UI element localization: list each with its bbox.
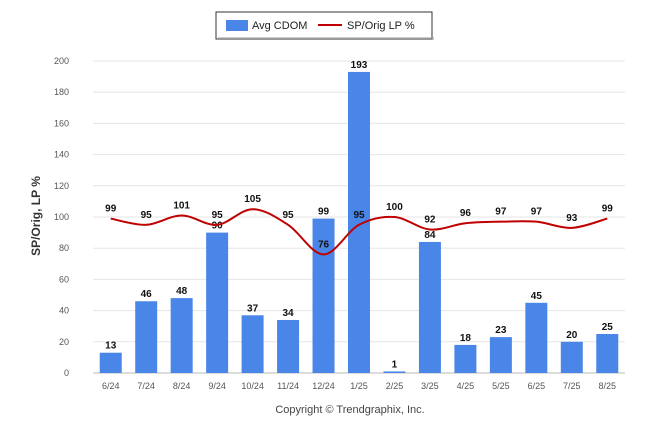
bar-value-label: 48: [176, 286, 188, 297]
bar-4-25: [454, 344, 477, 373]
x-tick-label: 7/24: [137, 381, 155, 391]
x-tick-label: 6/24: [102, 381, 120, 391]
y-tick-label: 180: [54, 87, 69, 97]
line-value-label: 95: [283, 210, 295, 221]
bar-value-label: 1: [392, 359, 398, 370]
y-tick-label: 60: [59, 274, 69, 284]
bar-value-label: 13: [105, 341, 117, 352]
x-axis-ticks: 6/24 7/24 8/24 9/24 10/24 11/24 12/24 1/25 2/25 3…: [102, 381, 616, 391]
x-tick-label: 11/24: [277, 381, 299, 391]
legend-shadow: [218, 37, 434, 40]
x-tick-label: 2/25: [386, 381, 404, 391]
x-tick-label: 1/25: [350, 381, 368, 391]
bar-value-label: 99: [318, 207, 330, 218]
y-tick-label: 200: [54, 56, 69, 66]
y-tick-label: 80: [59, 243, 69, 253]
y-tick-label: 20: [59, 337, 69, 347]
line-labels: 99 95 101 95 105 95 76 95 100 92 96 97 97 93 99: [105, 194, 613, 250]
line-value-label: 93: [566, 213, 578, 224]
line-value-label: 95: [212, 210, 224, 221]
bar-6-24: [99, 352, 122, 373]
bar-11-24: [277, 319, 300, 373]
x-tick-label: 8/25: [599, 381, 617, 391]
y-tick-label: 140: [54, 150, 69, 160]
line-path-sp-orig-lp: [110, 208, 608, 256]
bar-10-24: [241, 315, 264, 373]
line-value-label: 95: [141, 210, 153, 221]
bar-value-label: 37: [247, 303, 259, 314]
line-value-label: 92: [424, 214, 436, 225]
bar-9-24: [206, 232, 229, 373]
x-tick-label: 12/24: [312, 381, 335, 391]
y-tick-label: 120: [54, 181, 69, 191]
y-axis-title: SP/Orig, LP %: [29, 176, 43, 256]
bar-labels: 13 46 48 90 37 34 99 193 1 84 18 23 45 20 25: [105, 60, 613, 371]
bar-value-label: 90: [212, 221, 224, 232]
y-tick-label: 40: [59, 306, 69, 316]
line-value-label: 95: [353, 210, 365, 221]
bar-2-25: [383, 371, 406, 373]
legend-label-sp-orig-lp: SP/Orig LP %: [347, 20, 415, 32]
bar-1-25: [348, 71, 370, 374]
bar-3-25: [418, 241, 441, 373]
bar-6-25: [525, 302, 548, 373]
line-value-label: 97: [531, 207, 543, 218]
legend-label-avg-cdom: Avg CDOM: [252, 20, 307, 32]
line-value-label: 76: [318, 239, 330, 250]
bar-series-avg-cdom: [99, 71, 619, 374]
bar-5-25: [489, 337, 512, 373]
bar-value-label: 193: [351, 60, 368, 71]
line-value-label: 99: [602, 204, 614, 215]
line-series-sp-orig-lp: [110, 208, 608, 256]
bar-7-25: [560, 341, 583, 373]
x-tick-label: 4/25: [457, 381, 475, 391]
bar-8-25: [596, 334, 619, 373]
line-value-label: 96: [460, 208, 472, 219]
line-value-label: 101: [173, 200, 190, 211]
x-tick-label: 5/25: [492, 381, 510, 391]
x-tick-label: 9/24: [208, 381, 226, 391]
line-value-label: 97: [495, 207, 507, 218]
x-tick-label: 10/24: [241, 381, 264, 391]
bar-7-24: [135, 301, 158, 373]
bar-value-label: 45: [531, 291, 543, 302]
y-tick-label: 160: [54, 118, 69, 128]
bar-12-24: [312, 218, 335, 373]
bar-value-label: 34: [283, 308, 295, 319]
bar-value-label: 25: [602, 322, 614, 333]
line-value-label: 100: [386, 202, 403, 213]
y-axis-ticks: 0 20 40 60 80 100 120 140 160 180 200: [54, 56, 69, 378]
y-tick-label: 100: [54, 212, 69, 222]
bar-value-label: 84: [424, 230, 436, 241]
x-tick-label: 6/25: [528, 381, 546, 391]
x-tick-label: 3/25: [421, 381, 439, 391]
bar-8-24: [170, 298, 193, 373]
legend-swatch-avg-cdom: [226, 20, 248, 31]
bar-value-label: 20: [566, 330, 578, 341]
x-tick-label: 8/24: [173, 381, 191, 391]
bar-value-label: 46: [141, 289, 153, 300]
copyright-text: Copyright © Trendgraphix, Inc.: [275, 404, 424, 416]
bar-value-label: 18: [460, 333, 472, 344]
line-value-label: 105: [244, 194, 261, 205]
bar-value-label: 23: [495, 325, 507, 336]
y-tick-label: 0: [64, 368, 69, 378]
line-value-label: 99: [105, 204, 117, 215]
x-tick-label: 7/25: [563, 381, 581, 391]
legend: Avg CDOM SP/Orig LP %: [215, 11, 434, 40]
